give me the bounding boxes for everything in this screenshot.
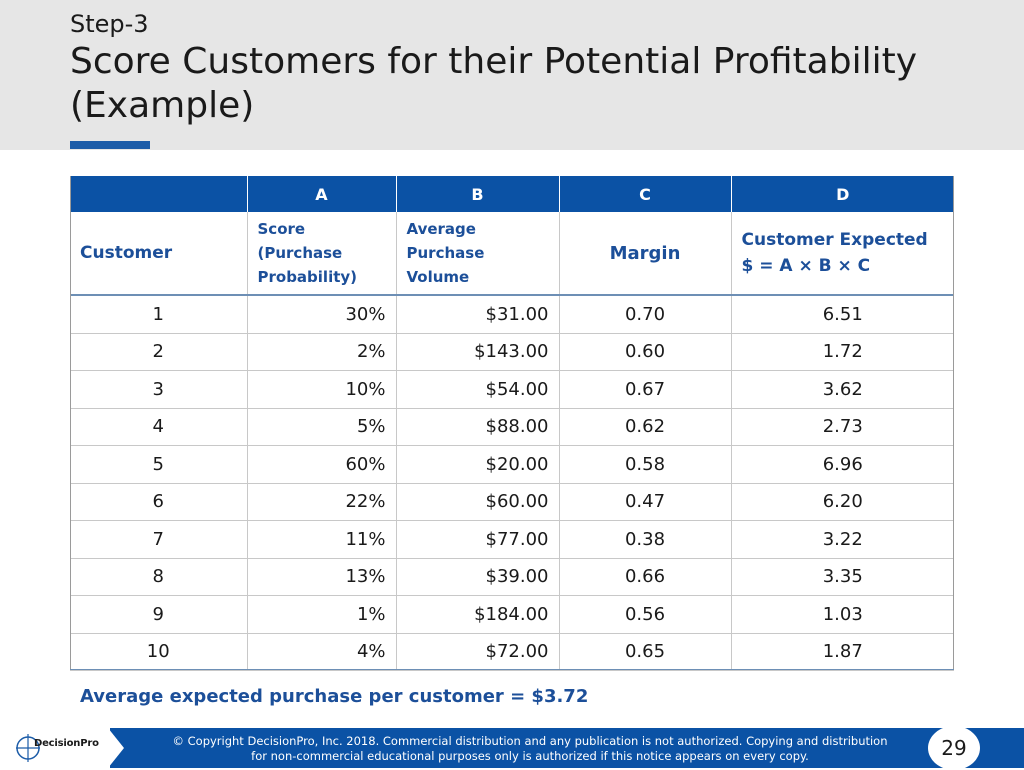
cell-customer: 1 bbox=[70, 295, 248, 334]
cell-volume: $88.00 bbox=[396, 408, 560, 446]
cell-margin: 0.67 bbox=[559, 370, 732, 409]
cell-expected: 6.96 bbox=[731, 445, 954, 484]
cell-margin: 0.66 bbox=[559, 558, 732, 596]
cell-margin: 0.38 bbox=[559, 520, 732, 559]
cell-margin: 0.62 bbox=[559, 408, 732, 446]
table-row: 9 1% $184.00 0.56 1.03 bbox=[70, 595, 954, 634]
table-frame-bottom bbox=[70, 669, 954, 670]
cell-customer: 10 bbox=[70, 633, 248, 671]
table-row: 7 11% $77.00 0.38 3.22 bbox=[70, 520, 954, 559]
cell-score: 2% bbox=[247, 333, 397, 371]
cell-volume: $60.00 bbox=[396, 483, 560, 521]
footer-bar bbox=[0, 728, 1024, 768]
margin-header: Margin bbox=[559, 212, 732, 296]
cell-score: 11% bbox=[247, 520, 397, 559]
table-row: 8 13% $39.00 0.66 3.35 bbox=[70, 558, 954, 596]
copyright-line-1: © Copyright DecisionPro, Inc. 2018. Comm… bbox=[172, 734, 888, 748]
profitability-table: A B C D Customer Score (Purchase Probabi… bbox=[70, 176, 954, 671]
cell-customer: 8 bbox=[70, 558, 248, 596]
cell-expected: 3.35 bbox=[731, 558, 954, 596]
cell-expected: 3.22 bbox=[731, 520, 954, 559]
cell-customer: 3 bbox=[70, 370, 248, 409]
copyright-line-2: for non-commercial educational purposes … bbox=[251, 749, 809, 763]
column-letter-d: D bbox=[731, 176, 954, 212]
cell-customer: 7 bbox=[70, 520, 248, 559]
cell-expected: 1.87 bbox=[731, 633, 954, 671]
expected-header: Customer Expected $ = A × B × C bbox=[731, 212, 954, 296]
table-body: 1 30% $31.00 0.70 6.51 2 2% $143.00 0.60 1.72 3 10%… bbox=[70, 295, 954, 671]
cell-score: 4% bbox=[247, 633, 397, 671]
table-frame-right bbox=[953, 176, 954, 670]
cell-expected: 1.03 bbox=[731, 595, 954, 634]
cell-score: 60% bbox=[247, 445, 397, 484]
column-letter-a: A bbox=[247, 176, 397, 212]
cell-score: 22% bbox=[247, 483, 397, 521]
cell-volume: $39.00 bbox=[396, 558, 560, 596]
cell-expected: 1.72 bbox=[731, 333, 954, 371]
cell-margin: 0.56 bbox=[559, 595, 732, 634]
table-row: 1 30% $31.00 0.70 6.51 bbox=[70, 295, 954, 334]
score-header: Score (Purchase Probability) bbox=[247, 212, 397, 296]
table-row: 2 2% $143.00 0.60 1.72 bbox=[70, 333, 954, 371]
column-letter-c: C bbox=[559, 176, 732, 212]
cell-score: 13% bbox=[247, 558, 397, 596]
decisionpro-logo-icon bbox=[16, 734, 40, 762]
cell-expected: 3.62 bbox=[731, 370, 954, 409]
slide-header bbox=[0, 0, 1024, 150]
cell-customer: 5 bbox=[70, 445, 248, 484]
cell-margin: 0.70 bbox=[559, 295, 732, 334]
cell-expected: 6.51 bbox=[731, 295, 954, 334]
cell-margin: 0.60 bbox=[559, 333, 732, 371]
cell-expected: 6.20 bbox=[731, 483, 954, 521]
table-row: 4 5% $88.00 0.62 2.73 bbox=[70, 408, 954, 446]
column-label-row: Customer Score (Purchase Probability) Av… bbox=[70, 212, 954, 296]
cell-volume: $54.00 bbox=[396, 370, 560, 409]
column-letter-blank bbox=[70, 176, 248, 212]
step-label: Step-3 bbox=[70, 10, 149, 38]
title-underline bbox=[70, 141, 150, 149]
cell-customer: 2 bbox=[70, 333, 248, 371]
logo-text: DecisionPro bbox=[34, 738, 99, 749]
expected-header-formula: $ = A × B × C bbox=[741, 256, 871, 276]
column-letter-b: B bbox=[396, 176, 560, 212]
cell-customer: 6 bbox=[70, 483, 248, 521]
cell-margin: 0.58 bbox=[559, 445, 732, 484]
customer-header: Customer bbox=[70, 212, 248, 296]
cell-volume: $31.00 bbox=[396, 295, 560, 334]
page-number: 29 bbox=[928, 726, 980, 770]
cell-volume: $143.00 bbox=[396, 333, 560, 371]
cell-score: 5% bbox=[247, 408, 397, 446]
table-row: 10 4% $72.00 0.65 1.87 bbox=[70, 633, 954, 671]
expected-header-title: Customer Expected bbox=[741, 230, 928, 250]
cell-customer: 4 bbox=[70, 408, 248, 446]
table-row: 5 60% $20.00 0.58 6.96 bbox=[70, 445, 954, 484]
logo-chevron bbox=[108, 728, 124, 768]
cell-score: 30% bbox=[247, 295, 397, 334]
column-letter-row: A B C D bbox=[70, 176, 954, 212]
cell-margin: 0.47 bbox=[559, 483, 732, 521]
cell-volume: $20.00 bbox=[396, 445, 560, 484]
table-frame-left bbox=[70, 176, 71, 670]
table-row: 6 22% $60.00 0.47 6.20 bbox=[70, 483, 954, 521]
cell-volume: $184.00 bbox=[396, 595, 560, 634]
volume-header: Average Purchase Volume bbox=[396, 212, 560, 296]
cell-score: 10% bbox=[247, 370, 397, 409]
cell-margin: 0.65 bbox=[559, 633, 732, 671]
table-row: 3 10% $54.00 0.67 3.62 bbox=[70, 370, 954, 409]
cell-expected: 2.73 bbox=[731, 408, 954, 446]
slide-title: Score Customers for their Potential Prof… bbox=[70, 41, 918, 126]
cell-volume: $72.00 bbox=[396, 633, 560, 671]
cell-volume: $77.00 bbox=[396, 520, 560, 559]
summary-text: Average expected purchase per customer =… bbox=[80, 686, 589, 707]
cell-score: 1% bbox=[247, 595, 397, 634]
copyright-notice: © Copyright DecisionPro, Inc. 2018. Comm… bbox=[150, 734, 910, 764]
cell-customer: 9 bbox=[70, 595, 248, 634]
